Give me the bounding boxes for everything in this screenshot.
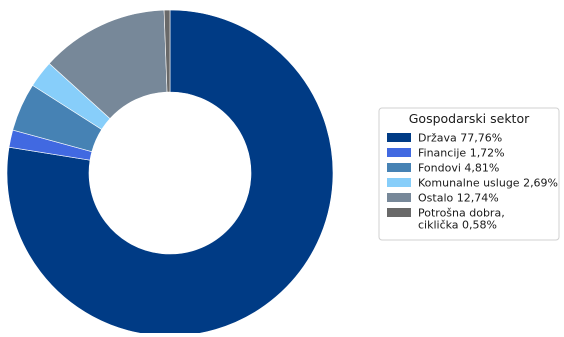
legend-item-3: Fondovi 4,81% (387, 162, 499, 175)
legend-items: Država 77,76% Financije 1,72% Fondovi 4,81… (387, 132, 558, 232)
donut-slice-1 (6, 9, 334, 337)
legend-label-1: Država 77,76% (418, 132, 502, 145)
legend-label-2: Financije 1,72% (418, 147, 505, 160)
legend-item-5: Ostalo 12,74% (387, 192, 499, 205)
legend-item-6: Potrošna dobra, ciklička 0,58% (387, 207, 505, 232)
legend-item-1: Država 77,76% (387, 132, 502, 145)
legend-label-5: Ostalo 12,74% (418, 192, 499, 205)
donut-slices (6, 9, 334, 337)
legend-swatch-5 (387, 193, 411, 202)
legend-frame (378, 107, 560, 241)
legend-item-2: Financije 1,72% (387, 147, 505, 160)
legend-item-4: Komunalne usluge 2,69% (387, 177, 558, 190)
legend-swatch-1 (387, 133, 411, 142)
legend-label-3: Fondovi 4,81% (418, 162, 499, 175)
legend-swatch-2 (387, 148, 411, 157)
legend-swatch-4 (387, 178, 411, 187)
legend-label-6: Potrošna dobra, ciklička 0,58% (418, 207, 505, 232)
legend-swatch-3 (387, 163, 411, 172)
donut-slice-6 (163, 9, 171, 93)
legend: Gospodarski sektor Država 77,76% Financij… (378, 107, 560, 241)
legend-label-4: Komunalne usluge 2,69% (418, 177, 558, 190)
legend-title: Gospodarski sektor (409, 111, 530, 126)
legend-swatch-6 (387, 208, 411, 217)
